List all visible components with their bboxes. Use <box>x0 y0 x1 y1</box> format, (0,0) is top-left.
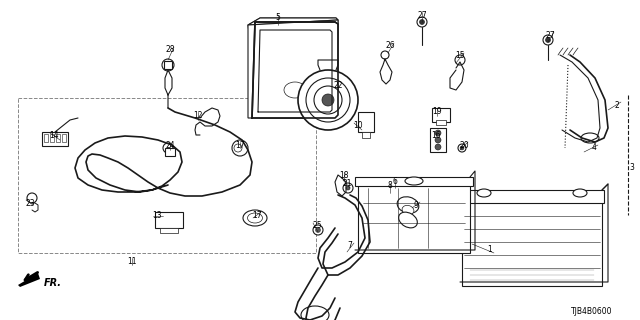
Circle shape <box>27 193 37 203</box>
Bar <box>436 120 446 125</box>
Text: 6: 6 <box>392 178 397 187</box>
Ellipse shape <box>402 205 414 215</box>
Circle shape <box>435 137 441 143</box>
Ellipse shape <box>581 133 599 143</box>
Text: 2: 2 <box>614 100 620 109</box>
Text: 14: 14 <box>49 132 59 140</box>
Text: 19: 19 <box>432 108 442 116</box>
Polygon shape <box>462 198 602 286</box>
Bar <box>44 134 48 142</box>
Circle shape <box>162 59 174 71</box>
Circle shape <box>163 143 173 153</box>
Bar <box>62 134 66 142</box>
Bar <box>362 132 370 138</box>
Circle shape <box>298 70 358 130</box>
Polygon shape <box>248 20 338 118</box>
Text: 7: 7 <box>348 242 353 251</box>
Circle shape <box>381 51 389 59</box>
Text: 26: 26 <box>385 42 395 51</box>
Polygon shape <box>355 177 473 186</box>
Circle shape <box>234 144 242 152</box>
Text: 17: 17 <box>252 211 262 220</box>
Text: 12: 12 <box>193 110 203 119</box>
Circle shape <box>313 225 323 235</box>
Circle shape <box>455 55 465 65</box>
Bar <box>56 134 60 142</box>
Bar <box>42 132 68 146</box>
Text: 9: 9 <box>413 201 419 210</box>
Bar <box>50 134 54 142</box>
Ellipse shape <box>301 306 329 320</box>
Circle shape <box>322 94 334 106</box>
Text: 1: 1 <box>488 245 492 254</box>
Circle shape <box>346 186 350 190</box>
Bar <box>308 100 322 110</box>
Text: 8: 8 <box>388 181 392 190</box>
Polygon shape <box>358 183 470 253</box>
Text: FR.: FR. <box>44 278 62 288</box>
Ellipse shape <box>573 189 587 197</box>
Text: 22: 22 <box>333 82 343 91</box>
Bar <box>358 112 374 132</box>
Text: 25: 25 <box>312 221 322 230</box>
Text: 4: 4 <box>591 143 596 153</box>
Bar <box>165 148 175 156</box>
Text: 3: 3 <box>630 164 634 172</box>
Ellipse shape <box>248 213 262 223</box>
Circle shape <box>417 17 427 27</box>
Circle shape <box>435 144 441 150</box>
Circle shape <box>435 130 441 136</box>
Text: 27: 27 <box>417 11 427 20</box>
Text: 28: 28 <box>165 45 175 54</box>
Bar <box>160 228 178 233</box>
Text: 21: 21 <box>342 179 352 188</box>
Text: 5: 5 <box>276 13 280 22</box>
Ellipse shape <box>284 82 306 98</box>
Bar <box>432 108 450 122</box>
Polygon shape <box>18 273 40 287</box>
Text: 16: 16 <box>431 132 441 140</box>
Text: 10: 10 <box>353 122 363 131</box>
Text: TJB4B0600: TJB4B0600 <box>572 308 612 316</box>
Ellipse shape <box>477 189 491 197</box>
Circle shape <box>314 86 342 114</box>
Bar <box>155 212 183 228</box>
Bar <box>430 128 446 152</box>
Ellipse shape <box>243 210 267 226</box>
Ellipse shape <box>405 177 423 185</box>
Circle shape <box>419 20 424 25</box>
Circle shape <box>543 35 553 45</box>
Circle shape <box>458 144 466 152</box>
Ellipse shape <box>397 197 419 213</box>
Circle shape <box>316 228 321 233</box>
Text: 15: 15 <box>455 52 465 60</box>
Text: 20: 20 <box>459 140 469 149</box>
Bar <box>18 98 316 253</box>
Circle shape <box>306 78 350 122</box>
Circle shape <box>460 146 464 150</box>
Text: 23: 23 <box>25 198 35 207</box>
Ellipse shape <box>399 212 417 228</box>
Polygon shape <box>248 18 338 118</box>
Circle shape <box>232 140 248 156</box>
Text: 18: 18 <box>339 171 349 180</box>
Text: 11: 11 <box>127 258 137 267</box>
Text: 17: 17 <box>235 140 245 149</box>
Text: 13: 13 <box>152 212 162 220</box>
Circle shape <box>545 37 550 43</box>
Text: 27: 27 <box>545 30 555 39</box>
Polygon shape <box>248 18 338 25</box>
Circle shape <box>343 183 353 193</box>
Polygon shape <box>460 190 604 203</box>
Text: 24: 24 <box>165 140 175 149</box>
Bar <box>164 61 172 69</box>
